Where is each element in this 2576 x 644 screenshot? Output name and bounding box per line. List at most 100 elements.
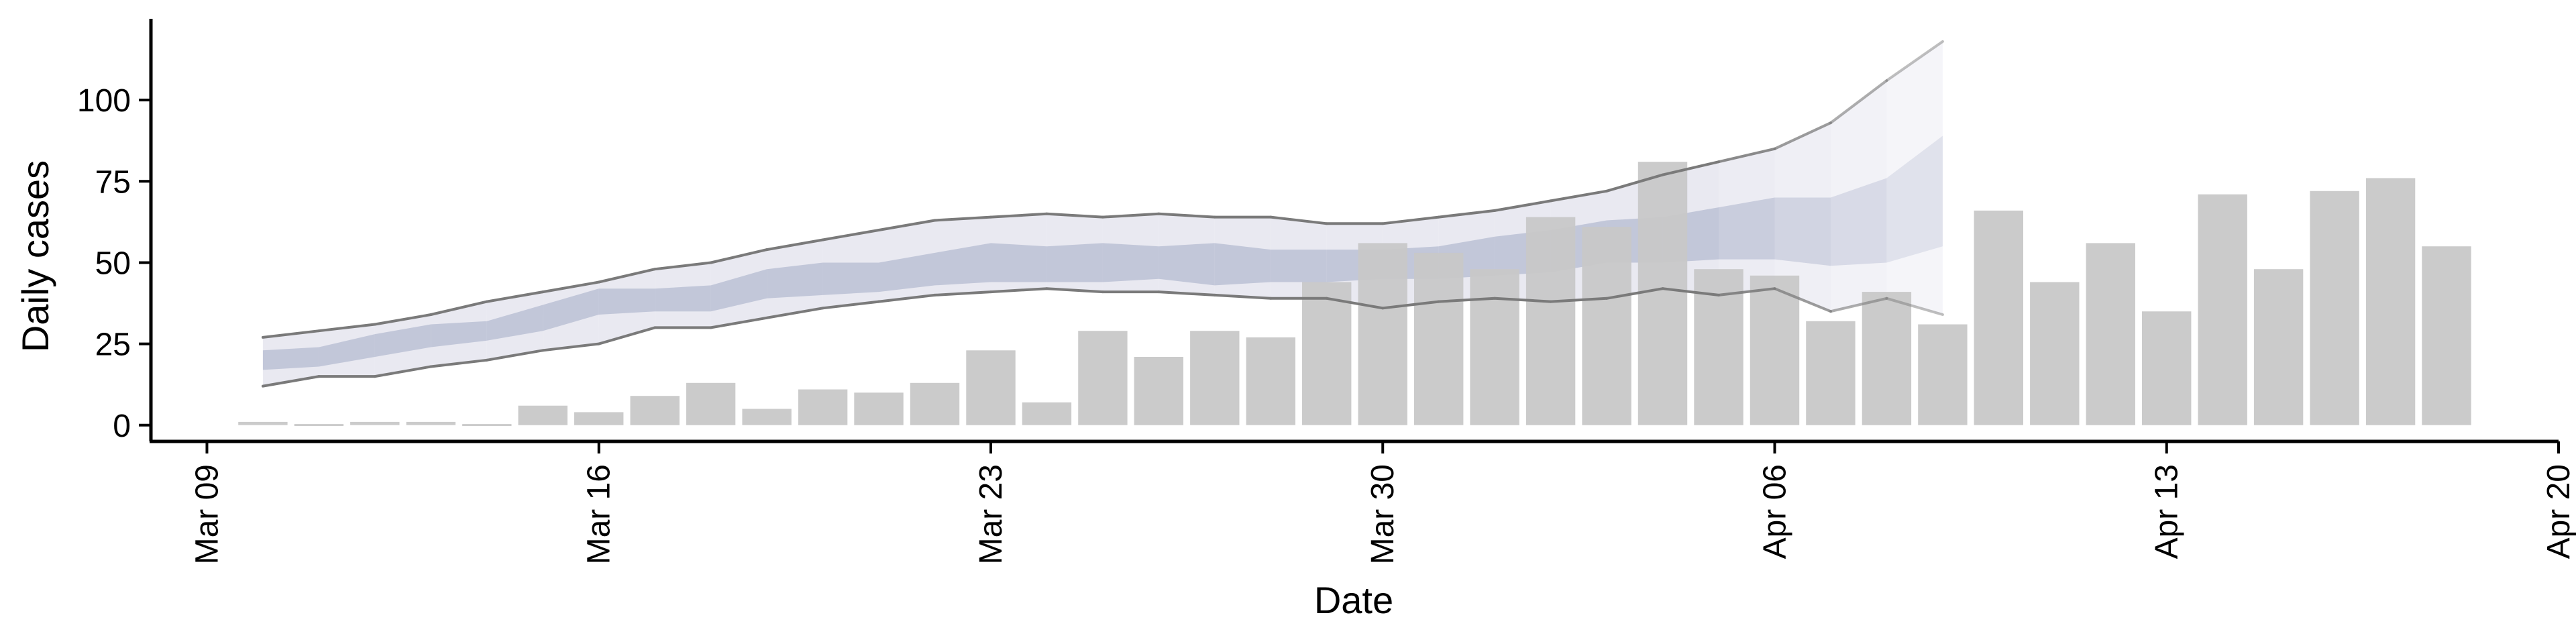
bar-2020-04-18	[2422, 246, 2471, 425]
upper-bound-line-segment	[597, 268, 657, 284]
bar-2020-03-16	[574, 412, 624, 425]
outer-interval-segment	[1774, 123, 1831, 312]
inner-interval-segment	[1159, 243, 1215, 286]
y-tick-label: 50	[95, 246, 131, 282]
outer-interval-segment	[1886, 41, 1943, 315]
upper-bound-line-segment	[1549, 189, 1609, 203]
upper-bound-line-segment	[1269, 215, 1328, 225]
bar-2020-04-14	[2198, 194, 2247, 425]
bar-2020-04-01	[1470, 269, 1519, 425]
lower-bound-line-segment	[1549, 297, 1609, 303]
bar-2020-03-22	[910, 382, 960, 425]
upper-bound-line-segment	[1493, 199, 1552, 212]
upper-bound-line-segment	[373, 313, 433, 326]
bar-2020-03-14	[462, 424, 512, 427]
bar-2020-03-31	[1414, 252, 1464, 425]
inner-interval-segment	[1214, 243, 1271, 286]
inner-interval-segment	[1886, 136, 1943, 263]
estimate-lines-layer	[261, 40, 1944, 388]
upper-bound-line-segment	[1717, 147, 1776, 164]
bar-2020-03-26	[1134, 357, 1183, 425]
axes-layer	[149, 19, 2559, 443]
x-tick-label: Mar 09	[190, 464, 225, 564]
y-tick-label: 75	[95, 164, 131, 200]
upper-bound-line-segment	[1381, 215, 1440, 225]
lower-bound-line-segment	[1157, 290, 1216, 297]
bar-2020-04-02	[1525, 217, 1576, 425]
bar-2020-04-13	[2142, 311, 2192, 425]
inner-interval-segment	[879, 252, 935, 292]
lower-bound-line-segment	[933, 290, 992, 297]
x-tick-label: Mar 23	[973, 464, 1009, 564]
bar-2020-03-30	[1358, 243, 1407, 425]
lower-bound-line-segment	[261, 375, 321, 388]
bar-2020-03-13	[406, 421, 455, 425]
inner-interval-segment	[598, 288, 655, 315]
x-tick-label: Apr 06	[1758, 464, 1793, 559]
bar-2020-04-08	[1862, 292, 1912, 425]
bar-2020-04-03	[1582, 227, 1631, 425]
lower-bound-line-segment	[1325, 297, 1385, 310]
bar-2020-03-28	[1246, 337, 1295, 425]
bar-2020-04-09	[1918, 324, 1968, 425]
y-axis-title: Daily cases	[14, 160, 56, 352]
inner-interval-segment	[767, 262, 823, 299]
lower-bound-line-segment	[1605, 287, 1664, 300]
y-ticks: 0 25 50 75 100	[77, 83, 151, 444]
upper-bound-line-segment	[1773, 121, 1832, 150]
inner-interval-segment	[262, 347, 319, 370]
y-tick-label: 100	[77, 83, 131, 119]
x-ticks: Mar 09 Mar 16 Mar 23 Mar 30 Apr 06 Apr 13 Apr …	[190, 441, 2576, 564]
upper-bound-line-segment	[485, 290, 545, 303]
upper-bound-line-segment	[1437, 209, 1497, 219]
lower-bound-line-segment	[877, 293, 936, 303]
bar-2020-03-24	[1022, 402, 1072, 425]
inner-interval-segment	[655, 285, 711, 312]
bar-2020-03-11	[294, 424, 344, 427]
upper-bound-line-segment	[653, 261, 712, 271]
x-tick-label: Apr 20	[2541, 464, 2576, 559]
outer-interval-segment	[1831, 80, 1887, 312]
bars-layer	[238, 162, 2471, 427]
inner-interval-segment	[1046, 243, 1103, 282]
x-tick-label: Apr 13	[2149, 464, 2185, 559]
lower-bound-line-segment	[597, 326, 657, 345]
bar-2020-03-21	[854, 392, 904, 425]
upper-bound-line-segment	[765, 238, 824, 252]
upper-bound-line-segment	[989, 212, 1049, 219]
lower-bound-line-segment	[1493, 297, 1552, 303]
bar-2020-04-07	[1806, 321, 1856, 425]
upper-bound-line-segment	[1045, 212, 1104, 219]
lower-bound-line-segment	[1437, 297, 1497, 303]
x-tick-label: Mar 16	[582, 464, 617, 564]
y-tick-label: 25	[95, 327, 131, 363]
lower-bound-line-segment	[1829, 297, 1888, 313]
inner-interval-segment	[374, 324, 431, 357]
inner-interval-segment	[431, 321, 487, 347]
upper-bound-line-segment	[317, 323, 376, 333]
inner-interval-segment	[1719, 197, 1775, 260]
inner-interval-segment	[1271, 250, 1327, 282]
inner-interval-segment	[1831, 178, 1887, 266]
x-axis-title: Date	[1314, 579, 1393, 621]
bar-2020-03-29	[1302, 282, 1352, 425]
bar-2020-04-04	[1638, 162, 1688, 425]
bar-2020-03-10	[238, 421, 288, 425]
upper-bound-line-segment	[1157, 212, 1216, 219]
upper-bound-line-segment	[877, 219, 936, 231]
inner-interval-segment	[543, 288, 599, 331]
inner-interval-segment	[1102, 243, 1159, 282]
bar-2020-04-11	[2030, 282, 2080, 425]
bar-2020-04-06	[1750, 275, 1800, 425]
inner-interval-segment	[486, 305, 543, 341]
inner-interval-segment	[934, 243, 991, 286]
lower-bound-line-segment	[1717, 287, 1776, 297]
upper-bound-line-segment	[1101, 212, 1161, 219]
lower-bound-line-segment	[541, 342, 600, 352]
lower-bound-line-segment	[989, 287, 1049, 294]
y-tick-label: 0	[113, 409, 131, 444]
bar-2020-03-23	[966, 350, 1016, 425]
upper-bound-line-segment	[1885, 40, 1944, 83]
bar-2020-03-20	[798, 389, 848, 425]
